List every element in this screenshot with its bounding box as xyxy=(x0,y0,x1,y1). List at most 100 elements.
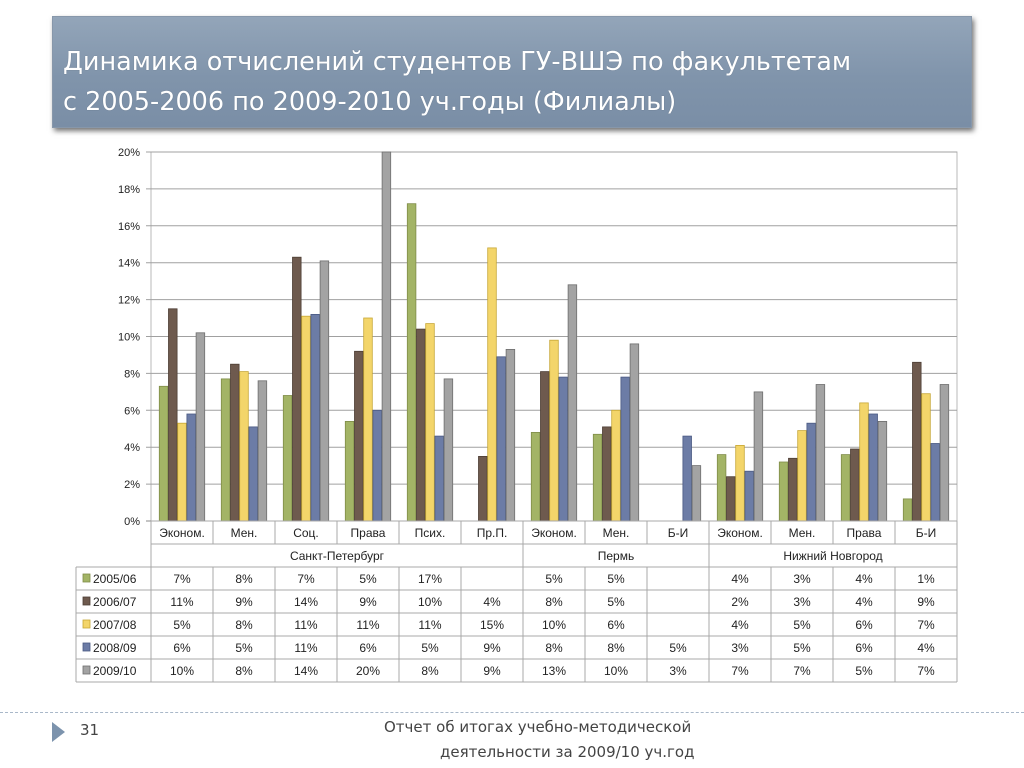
bar-2005-06 xyxy=(530,431,541,522)
table-value: 7% xyxy=(917,664,935,678)
bar-2005-06 xyxy=(840,454,851,522)
bar-2009-10 xyxy=(257,380,268,522)
table-value: 5% xyxy=(669,641,687,655)
table-value: 11% xyxy=(356,618,379,632)
bar-2006-07 xyxy=(354,350,364,522)
table-value: 5% xyxy=(421,641,439,655)
y-tick-label: 2% xyxy=(124,479,140,491)
y-tick-label: 8% xyxy=(124,368,140,380)
table-value: 6% xyxy=(855,641,873,655)
table-value: 1% xyxy=(917,572,935,586)
table-value: 5% xyxy=(545,572,563,586)
category-label: Псих. xyxy=(415,526,446,540)
table-value: 6% xyxy=(855,618,873,632)
table-value: 8% xyxy=(235,572,253,586)
bar-2007-08 xyxy=(921,393,931,522)
category-label: Эконом. xyxy=(717,526,763,540)
table-value: 3% xyxy=(793,572,811,586)
bar-2007-08 xyxy=(239,371,249,522)
bar-2009-10 xyxy=(567,284,578,522)
bar-2008-09 xyxy=(558,376,568,522)
legend-label: 2007/08 xyxy=(93,618,137,632)
table-value: 3% xyxy=(669,664,687,678)
bar-2009-10 xyxy=(319,260,330,522)
table-value: 10% xyxy=(170,664,194,678)
table-value: 6% xyxy=(173,641,191,655)
table-value: 8% xyxy=(235,618,253,632)
y-tick-label: 0% xyxy=(124,516,140,528)
bar-2009-10 xyxy=(505,348,516,522)
table-value: 10% xyxy=(542,618,566,632)
bar-2007-08 xyxy=(363,317,373,522)
bar-2008-09 xyxy=(186,413,196,522)
category-label: Эконом. xyxy=(159,526,205,540)
bar-2007-08 xyxy=(301,315,311,522)
table-value: 7% xyxy=(173,572,191,586)
table-value: 11% xyxy=(294,641,317,655)
table-value: 6% xyxy=(359,641,377,655)
bar-2009-10 xyxy=(381,151,392,522)
y-tick-label: 10% xyxy=(118,332,140,344)
y-tick-label: 6% xyxy=(124,405,140,417)
category-label: Мен. xyxy=(789,526,816,540)
table-value: 11% xyxy=(170,595,193,609)
bar-2005-06 xyxy=(778,461,789,522)
legend-label: 2005/06 xyxy=(93,572,137,586)
bar-2007-08 xyxy=(425,323,435,522)
bar-2008-09 xyxy=(434,435,444,522)
table-value: 5% xyxy=(793,618,811,632)
table-value: 11% xyxy=(294,618,317,632)
legend-label: 2008/09 xyxy=(93,641,137,655)
table-value: 5% xyxy=(173,618,191,632)
table-value: 4% xyxy=(731,618,749,632)
bar-2008-09 xyxy=(620,376,630,522)
y-tick-label: 14% xyxy=(118,258,140,270)
table-value: 8% xyxy=(545,641,563,655)
table-value: 5% xyxy=(855,664,873,678)
bar-2007-08 xyxy=(487,247,497,522)
bar-2005-06 xyxy=(220,378,231,522)
bar-2007-08 xyxy=(611,409,621,522)
footer-text-line-2: деятельности за 2009/10 уч.год xyxy=(440,743,695,761)
bar-2006-07 xyxy=(230,363,240,522)
category-label: Б-И xyxy=(916,526,937,540)
category-label: Соц. xyxy=(293,526,319,540)
bar-2006-07 xyxy=(540,371,550,522)
bar-2005-06 xyxy=(902,498,913,522)
bar-2006-07 xyxy=(788,457,798,522)
bar-2009-10 xyxy=(629,343,640,522)
table-value: 11% xyxy=(418,618,441,632)
bar-2009-10 xyxy=(753,391,764,522)
slide-number: 31 xyxy=(80,721,100,739)
bar-2009-10 xyxy=(877,420,888,522)
group-label: Пермь xyxy=(598,549,634,563)
bar-2005-06 xyxy=(282,395,293,522)
bar-2006-07 xyxy=(416,328,426,522)
bar-2008-09 xyxy=(744,470,754,522)
table-value: 9% xyxy=(483,664,501,678)
table-value: 8% xyxy=(421,664,439,678)
bar-2006-07 xyxy=(912,361,922,522)
legend-swatch xyxy=(82,665,91,675)
legend-label: 2009/10 xyxy=(93,664,137,678)
table-value: 4% xyxy=(855,595,873,609)
category-label: Б-И xyxy=(668,526,689,540)
table-value: 5% xyxy=(793,641,811,655)
table-value: 17% xyxy=(418,572,442,586)
table-value: 7% xyxy=(793,664,811,678)
table-value: 7% xyxy=(297,572,315,586)
table-value: 10% xyxy=(604,664,628,678)
bar-2005-06 xyxy=(406,203,417,522)
table-value: 5% xyxy=(359,572,377,586)
category-label: Права xyxy=(351,526,386,540)
bar-2009-10 xyxy=(939,384,950,522)
category-label: Мен. xyxy=(603,526,630,540)
footer-divider xyxy=(0,712,1024,713)
bar-2009-10 xyxy=(815,384,826,522)
bar-2005-06 xyxy=(592,433,603,522)
table-value: 5% xyxy=(607,595,625,609)
bar-2006-07 xyxy=(478,455,488,522)
table-value: 14% xyxy=(294,664,318,678)
bar-2007-08 xyxy=(797,430,807,522)
table-value: 2% xyxy=(731,595,749,609)
